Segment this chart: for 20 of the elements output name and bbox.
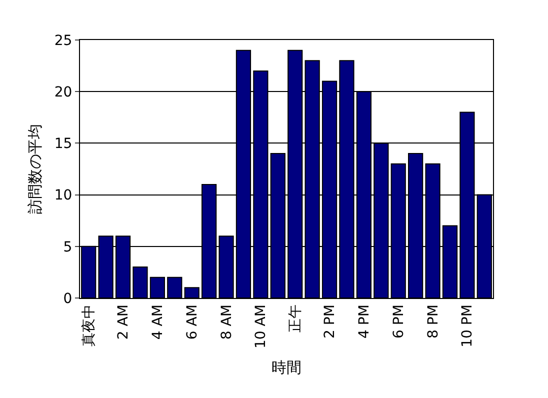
y-tick-label: 25 [54,32,72,49]
x-axis-title: 時間 [272,358,302,377]
y-tick-label: 5 [63,239,72,256]
x-tick-label: 6 PM [390,304,407,338]
x-tick-label: 8 AM [218,304,235,340]
x-tick-label: 正午 [288,304,304,333]
x-tick-label: 8 PM [425,304,442,338]
y-tick-label: 20 [54,84,72,100]
x-tick-label: 4 AM [150,304,166,340]
y-tick-label: 15 [54,136,72,152]
x-tick-label: 真夜中 [81,304,98,347]
x-tick-label: 4 PM [356,304,372,338]
x-tick-label: 6 AM [184,304,200,340]
y-tick-label: 0 [63,290,72,307]
x-tick-label: 10 AM [253,304,270,349]
y-axis-title: 訪問数の平均 [26,124,44,214]
y-tick-label: 10 [54,188,72,204]
x-tick-label: 2 PM [322,304,338,338]
x-tick-label: 2 AM [116,304,132,340]
x-tick-label: 10 PM [460,304,476,348]
